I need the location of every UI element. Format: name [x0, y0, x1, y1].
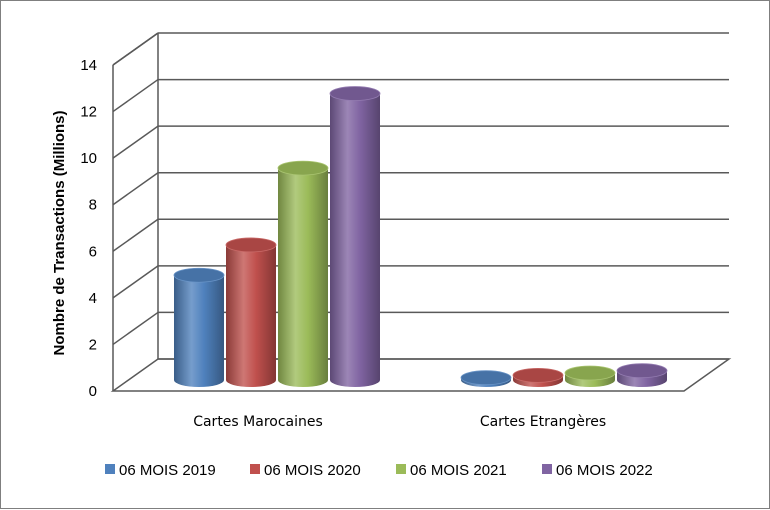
bar-cylinder	[173, 267, 225, 387]
bar-top	[512, 367, 564, 383]
y-tick-label: 0	[89, 383, 97, 400]
y-tick-label: 6	[89, 243, 97, 260]
bar-cylinder	[277, 160, 329, 387]
x-category-label: Cartes Etrangères	[480, 414, 606, 430]
y-tick-label: 10	[80, 150, 97, 167]
legend-swatch	[250, 464, 260, 474]
gridline-side	[112, 218, 159, 252]
bar-top	[225, 237, 277, 253]
bar-cylinder	[564, 365, 616, 387]
bar-cylinder	[616, 363, 668, 387]
bar-body	[226, 244, 276, 387]
y-axis-title: Nombre de Transactions (Millions)	[51, 110, 68, 355]
bar-body	[174, 275, 224, 387]
y-tick-label: 8	[89, 197, 97, 214]
gridline-side	[112, 172, 159, 206]
legend-label: 06 MOIS 2019	[119, 462, 216, 479]
bar-body	[330, 93, 380, 387]
legend-label: 06 MOIS 2020	[264, 462, 361, 479]
bar-body	[278, 168, 328, 387]
legend-label: 06 MOIS 2021	[410, 462, 507, 479]
legend-swatch	[105, 464, 115, 474]
gridline-side	[112, 125, 159, 159]
gridline-side	[112, 32, 159, 66]
bar-top	[564, 365, 616, 381]
legend-swatch	[542, 464, 552, 474]
bar-top	[277, 160, 329, 176]
bar-top	[173, 267, 225, 283]
legend-label: 06 MOIS 2022	[556, 462, 653, 479]
bar-cylinder	[225, 237, 277, 387]
bar-top	[329, 86, 381, 101]
y-tick-label: 12	[80, 104, 97, 121]
bar-cylinder	[512, 367, 564, 387]
bar-top	[616, 363, 668, 379]
y-tick-label: 4	[89, 290, 97, 307]
gridline-side	[112, 265, 159, 299]
y-tick-label: 2	[89, 336, 97, 353]
gridline-side	[112, 78, 159, 113]
legend-swatch	[396, 464, 406, 474]
bar-cylinder	[460, 370, 512, 387]
y-tick-label: 14	[80, 57, 97, 74]
x-category-label: Cartes Marocaines	[193, 414, 323, 430]
bar-cylinder	[329, 86, 381, 387]
floor	[110, 358, 732, 392]
gridline-side	[112, 311, 159, 346]
bar-top	[460, 370, 512, 386]
